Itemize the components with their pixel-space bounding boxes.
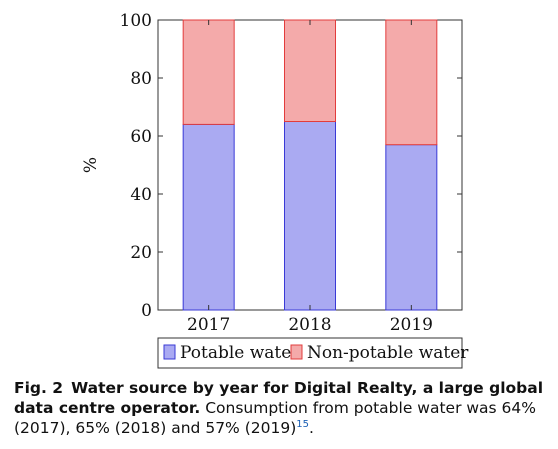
x-tick-label-2018: 2018 xyxy=(288,315,331,335)
legend-swatch-non-potable xyxy=(290,344,303,360)
bar-potable-2017 xyxy=(182,123,235,311)
bar-non-potable-2019 xyxy=(385,19,438,146)
y-axis: 0 20 40 60 80 100 xyxy=(120,11,462,321)
y-tick-label: 40 xyxy=(130,185,152,205)
legend-frame xyxy=(157,337,463,369)
y-tick-label: 20 xyxy=(130,243,152,263)
bar-potable-2018 xyxy=(284,121,336,311)
bar-non-potable-2018 xyxy=(284,19,336,122)
bars xyxy=(182,19,438,311)
x-tick-label-2019: 2019 xyxy=(390,315,433,335)
legend: Potable water Non-potable water xyxy=(157,337,469,369)
caption-end: . xyxy=(308,419,314,437)
x-axis: 2017 2018 2019 xyxy=(187,20,433,335)
y-tick-label: 100 xyxy=(120,11,152,31)
y-tick-label: 80 xyxy=(130,69,152,89)
bar-non-potable-2017 xyxy=(182,19,235,125)
reference-link[interactable]: 15 xyxy=(296,418,309,430)
y-tick-label: 60 xyxy=(130,127,152,147)
figure-label: Fig. 2 xyxy=(14,379,64,397)
caption-text: Consumption from potable water was 64% (… xyxy=(14,399,536,437)
legend-label-non-potable: Non-potable water xyxy=(307,343,469,363)
x-tick-label-2017: 2017 xyxy=(187,315,230,335)
legend-label-potable: Potable water xyxy=(180,343,300,363)
y-axis-label: % xyxy=(81,157,101,173)
legend-swatch-potable xyxy=(163,344,176,360)
y-tick-label: 0 xyxy=(141,301,152,321)
figure-caption: Fig. 2 Water source by year for Digital R… xyxy=(14,378,550,438)
stacked-bar-chart: 0 20 40 60 80 100 2017 2018 2019 % Potable wate… xyxy=(81,11,469,369)
bar-potable-2019 xyxy=(385,144,438,311)
caption-title: Water source by year for Digital Realty,… xyxy=(14,379,544,417)
